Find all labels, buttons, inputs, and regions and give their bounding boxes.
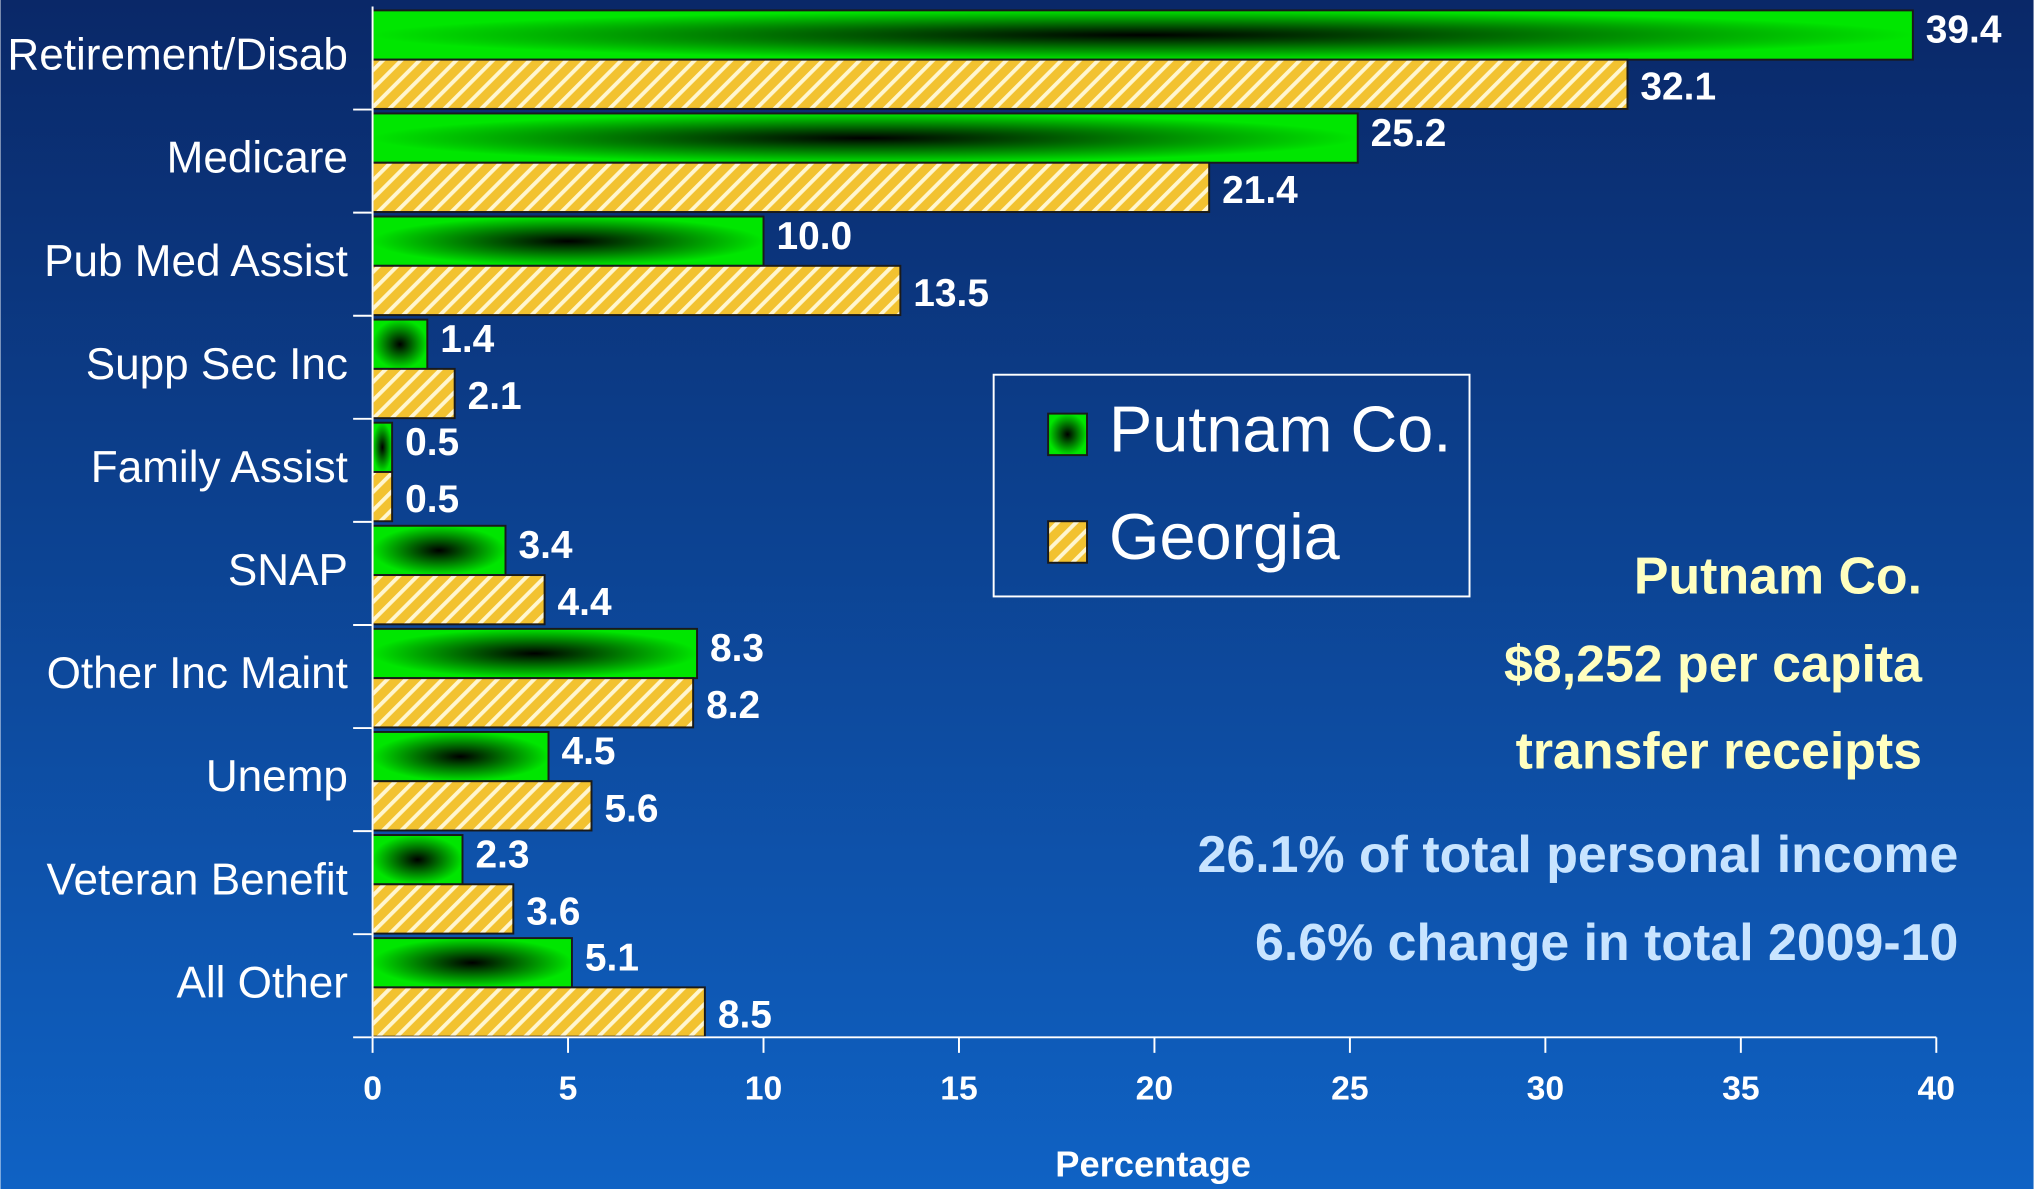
bar [371, 986, 706, 1038]
bar [371, 470, 394, 523]
bar [371, 524, 507, 577]
value-label: 39.4 [1926, 9, 2002, 52]
x-tick-label: 20 [1136, 1069, 1174, 1107]
legend-label: Putnam Co. [1109, 392, 1451, 465]
bar [371, 627, 699, 680]
value-label: 1.4 [440, 318, 494, 361]
bar [371, 112, 1359, 164]
bar [371, 574, 546, 626]
value-label: 2.3 [475, 833, 529, 876]
x-tick-label: 5 [559, 1069, 578, 1107]
y-tick-label: All Other [176, 958, 347, 1007]
bar [371, 421, 394, 473]
y-tick-label: Family Assist [91, 443, 348, 492]
x-tick-label: 35 [1722, 1069, 1760, 1107]
bar [371, 161, 1211, 213]
value-label: 0.5 [405, 421, 459, 464]
bar [371, 677, 695, 729]
value-label: 5.1 [585, 936, 639, 979]
legend-swatch [1047, 412, 1088, 457]
value-label: 3.6 [526, 890, 580, 933]
y-tick-label: SNAP [228, 546, 348, 595]
x-tick-label: 10 [745, 1069, 783, 1107]
value-label: 10.0 [776, 215, 852, 258]
value-label: 13.5 [913, 272, 989, 315]
y-tick-label: Supp Sec Inc [86, 340, 348, 389]
value-label: 4.4 [558, 581, 612, 624]
value-label: 4.5 [561, 730, 615, 773]
value-label: 8.5 [718, 993, 772, 1036]
x-tick-label: 40 [1918, 1069, 1956, 1107]
bar [371, 367, 456, 420]
value-label: 5.6 [604, 787, 658, 830]
annotation: 6.6% change in total 2009-10 [1255, 913, 1958, 971]
y-tick-label: Unemp [206, 752, 348, 801]
y-tick-label: Pub Med Assist [44, 237, 348, 286]
y-tick-label: Veteran Benefit [47, 855, 348, 904]
bar [371, 780, 593, 832]
value-label: 32.1 [1640, 66, 1716, 109]
value-label: 8.3 [710, 627, 764, 670]
value-label: 25.2 [1371, 112, 1447, 155]
x-tick-label: 25 [1331, 1069, 1369, 1107]
x-tick-label: 15 [940, 1069, 978, 1107]
annotation: 26.1% of total personal income [1198, 825, 1959, 883]
y-tick-label: Retirement/Disab [7, 31, 348, 80]
value-label: 8.2 [706, 684, 760, 727]
bar [371, 730, 550, 783]
x-tick-label: 30 [1527, 1069, 1565, 1107]
annotation: transfer receipts [1516, 721, 1922, 779]
value-label: 0.5 [405, 478, 459, 521]
legend-box [992, 373, 1471, 598]
legend-label: Georgia [1109, 500, 1341, 573]
bar [371, 883, 515, 935]
value-label: 21.4 [1222, 169, 1298, 212]
value-label: 3.4 [518, 524, 572, 567]
bar [371, 834, 464, 886]
annotation: Putnam Co. [1634, 546, 1922, 604]
x-tick-label: 0 [363, 1069, 382, 1107]
value-label: 2.1 [468, 375, 522, 418]
legend-swatch [1047, 520, 1088, 564]
x-axis-label: Percentage [1055, 1144, 1251, 1185]
y-tick-label: Other Inc Maint [47, 649, 348, 698]
bar [371, 58, 1629, 110]
bar [371, 215, 765, 267]
bar [371, 937, 573, 989]
bar [371, 318, 429, 370]
bar [371, 264, 902, 317]
y-tick-label: Medicare [167, 134, 348, 183]
bar [371, 9, 1914, 61]
annotation: $8,252 per capita [1504, 634, 1923, 692]
